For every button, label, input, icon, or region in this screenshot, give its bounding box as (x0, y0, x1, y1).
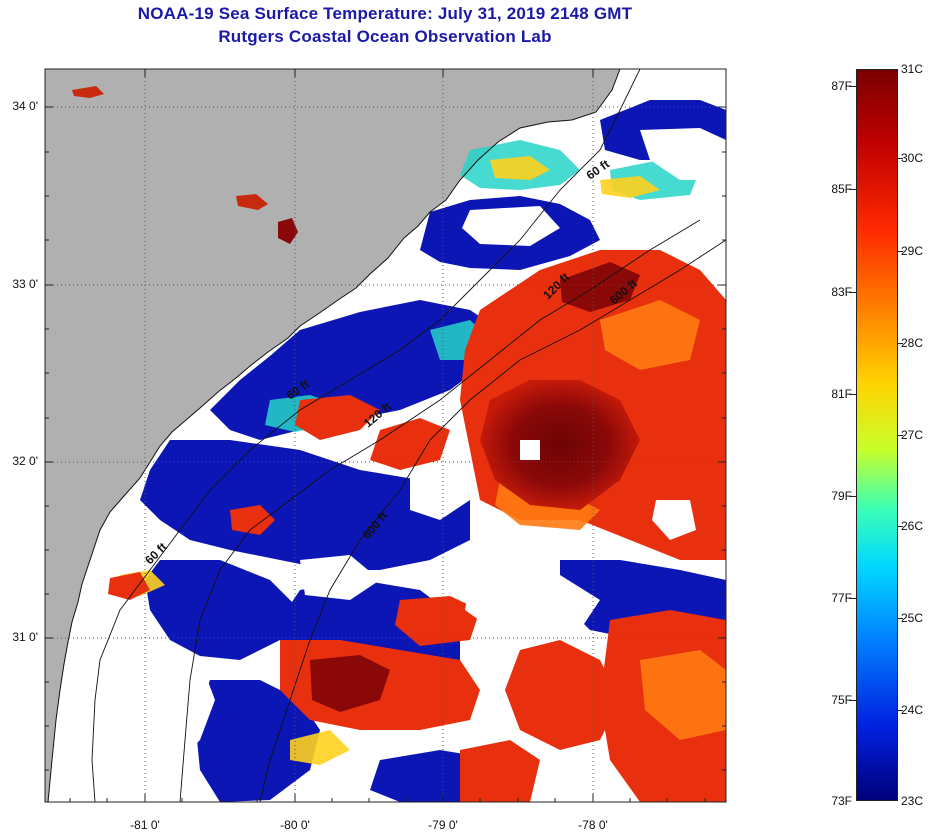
colorbar-c-label: 26C (901, 519, 924, 533)
coastline (47, 69, 621, 802)
colorbar-tick (897, 343, 903, 344)
inland-lake (236, 194, 268, 210)
colorbar-c-label: 24C (901, 703, 924, 717)
colorbar-c-label: 29C (901, 244, 924, 258)
hot-patch-south (310, 655, 390, 712)
colorbar-tick (897, 710, 903, 711)
lon-label: -78 0' (578, 818, 608, 832)
colorbar-tick (897, 526, 903, 527)
colorbar-tick (897, 158, 903, 159)
temperature-colorbar (856, 69, 898, 801)
colorbar-f-label: 75F (831, 693, 852, 707)
colorbar-c-label: 30C (901, 151, 924, 165)
colorbar-tick (897, 618, 903, 619)
colorbar-tick (849, 496, 856, 497)
colorbar-tick (849, 86, 856, 87)
colorbar-tick (897, 251, 903, 252)
inland-lake (72, 86, 104, 98)
frame-ticks (45, 69, 726, 802)
colorbar-tick (849, 189, 856, 190)
colorbar-tick (849, 292, 856, 293)
colorbar-c-label: 31C (901, 62, 924, 76)
map-frame (44, 68, 727, 803)
lat-label: 34 0' (12, 99, 38, 113)
colorbar-c-label: 25C (901, 611, 924, 625)
yellow-bands (115, 156, 660, 765)
colorbar-f-label: 85F (831, 182, 852, 196)
colorbar-c-label: 27C (901, 428, 924, 442)
inland-lake (278, 218, 298, 244)
map-title: NOAA-19 Sea Surface Temperature: July 31… (137, 4, 633, 23)
colorbar-f-label: 81F (831, 387, 852, 401)
cloud-patches (100, 128, 726, 780)
colorbar-f-label: 87F (831, 79, 852, 93)
land-area (45, 69, 620, 802)
colorbar-c-label: 28C (901, 336, 924, 350)
colorbar-f-label: 83F (831, 285, 852, 299)
isobath-lines (91, 69, 726, 802)
colorbar-f-label: 79F (831, 489, 852, 503)
lat-label: 32 0' (12, 454, 38, 468)
lon-label: -79 0' (428, 818, 458, 832)
lon-label: -81 0' (130, 818, 160, 832)
orange-accents (495, 300, 726, 740)
map-subtitle: Rutgers Coastal Ocean Observation Lab (218, 27, 552, 46)
colorbar-c-label: 23C (901, 794, 924, 808)
colorbar-tick (849, 700, 856, 701)
lat-label: 33 0' (12, 277, 38, 291)
lat-label: 31 0' (12, 630, 38, 644)
hot-patch-north (560, 262, 640, 312)
colorbar-f-label: 77F (831, 591, 852, 605)
hot-core (480, 380, 640, 510)
colorbar-tick (849, 598, 856, 599)
colorbar-tick (849, 394, 856, 395)
graticule (45, 69, 726, 802)
colorbar-f-label: 73F (831, 794, 852, 808)
lon-label: -80 0' (280, 818, 310, 832)
colorbar-tick (897, 435, 903, 436)
